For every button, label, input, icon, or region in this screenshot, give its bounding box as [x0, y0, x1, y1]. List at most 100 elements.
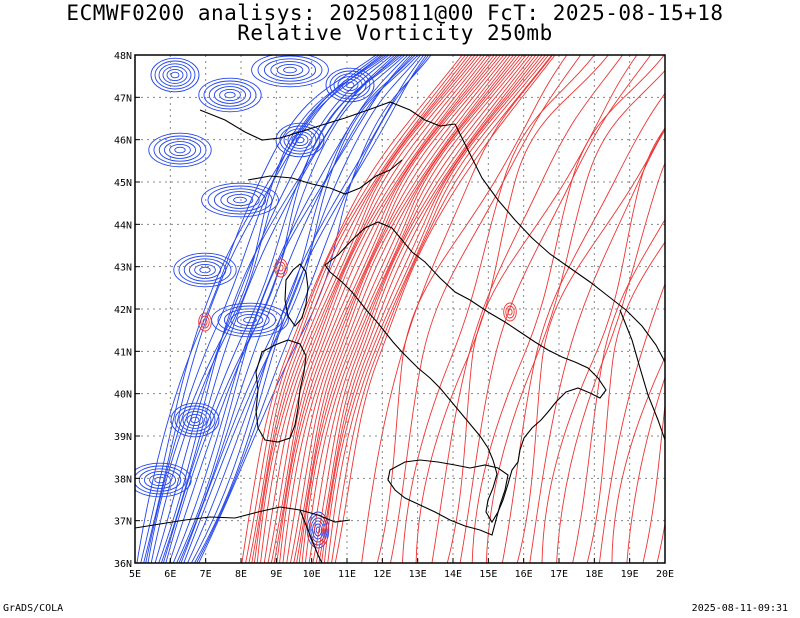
- negative-contour-eddy: [275, 122, 325, 158]
- contour-field: [135, 55, 665, 563]
- corsica-coastline: [284, 263, 309, 327]
- negative-contour-line: [198, 55, 432, 563]
- negative-contour-line: [160, 55, 399, 563]
- negative-contour-eddy: [283, 66, 297, 74]
- positive-contour-line: [586, 241, 665, 563]
- longitude-tick-label: 18E: [585, 569, 603, 580]
- positive-vorticity-contours: [198, 55, 665, 563]
- latitude-tick-label: 38N: [114, 474, 132, 485]
- positive-contour-line: [642, 400, 665, 563]
- latitude-tick-label: 37N: [114, 517, 132, 528]
- positive-contour-line: [611, 356, 665, 563]
- positive-contour-line: [263, 55, 486, 563]
- negative-contour-eddy: [154, 476, 166, 484]
- positive-contour-line: [656, 520, 665, 563]
- positive-contour-line: [501, 92, 665, 563]
- negative-contour-eddy: [226, 193, 254, 207]
- negative-contour-line: [183, 55, 419, 563]
- balkan-coast-south: [619, 309, 665, 441]
- positive-contour-line: [415, 55, 609, 563]
- negative-contour-eddy: [174, 146, 186, 154]
- negative-contour-eddy: [329, 70, 371, 100]
- latitude-tick-label: 42N: [114, 305, 132, 316]
- longitude-tick-label: 9E: [270, 569, 282, 580]
- negative-contour-eddy: [194, 263, 216, 277]
- latitude-tick-label: 45N: [114, 178, 132, 189]
- negative-contour-eddy: [270, 61, 310, 79]
- positive-contour-line: [541, 127, 665, 563]
- negative-contour-eddy: [188, 261, 222, 279]
- positive-contour-line: [459, 55, 652, 563]
- longitude-tick-label: 16E: [515, 569, 533, 580]
- positive-contour-line: [286, 55, 508, 563]
- longitude-tick-label: 5E: [129, 569, 141, 580]
- negative-contour-eddy: [182, 411, 208, 429]
- latitude-tick-label: 39N: [114, 432, 132, 443]
- positive-contour-line: [296, 55, 518, 563]
- coastlines-and-borders: [135, 101, 665, 563]
- longitude-tick-label: 10E: [303, 569, 321, 580]
- negative-contour-low: [310, 517, 326, 543]
- positive-contour-line: [331, 55, 553, 563]
- negative-contour-eddy: [143, 471, 177, 489]
- longitude-tick-label: 8E: [235, 569, 247, 580]
- negative-contour-eddy: [345, 81, 355, 89]
- longitude-tick-label: 19E: [621, 569, 639, 580]
- positive-contour-line: [293, 55, 515, 563]
- negative-contour-eddy: [154, 60, 196, 90]
- negative-contour-eddy: [325, 67, 375, 103]
- sicily-coastline: [387, 459, 509, 536]
- latitude-tick-label: 48N: [114, 51, 132, 62]
- negative-contour-eddy: [213, 188, 267, 212]
- negative-contour-line: [190, 55, 425, 563]
- negative-contour-eddy: [219, 88, 241, 102]
- negative-contour-eddy: [166, 69, 184, 81]
- negative-contour-eddy: [201, 182, 279, 218]
- map-title-line-2: Relative Vorticity 250mb: [237, 21, 553, 45]
- graticule: [135, 55, 665, 563]
- tunisia-coast: [299, 509, 323, 563]
- negative-contour-eddy: [341, 79, 359, 91]
- positive-contour-line: [321, 55, 543, 563]
- adriatic-east-coast: [454, 123, 665, 363]
- negative-contour-eddy: [213, 86, 247, 104]
- negative-contour-eddy: [170, 71, 180, 79]
- negative-contour-line: [136, 55, 378, 563]
- negative-contour-eddy: [153, 135, 207, 165]
- positive-contour-line: [301, 55, 524, 563]
- footer-timestamp: 2025-08-11-09:31: [691, 603, 788, 614]
- positive-contour-line: [529, 128, 665, 563]
- positive-contour-line: [485, 69, 665, 563]
- longitude-tick-label: 7E: [200, 569, 212, 580]
- negative-contour-line: [147, 55, 388, 563]
- negative-contour-eddy: [163, 141, 197, 159]
- negative-contour-low: [312, 520, 324, 540]
- negative-contour-eddy: [208, 83, 252, 107]
- positive-contour-line: [318, 55, 540, 563]
- longitude-tick-label: 11E: [338, 569, 356, 580]
- sardinia-coastline: [255, 339, 307, 443]
- positive-contour-line: [312, 55, 534, 563]
- positive-contour-spot: [278, 264, 284, 272]
- negative-contour-eddy: [236, 313, 264, 327]
- positive-contour-line: [431, 55, 624, 563]
- negative-contour-eddy: [263, 58, 317, 82]
- negative-contour-eddy: [333, 73, 367, 97]
- positive-contour-line: [282, 55, 505, 563]
- negative-contour-eddy: [279, 125, 321, 155]
- negative-contour-eddy: [199, 266, 211, 274]
- positive-contour-line: [273, 55, 495, 563]
- negative-contour-eddy: [233, 196, 247, 204]
- negative-contour-eddy: [149, 473, 171, 487]
- negative-contour-eddy: [170, 402, 220, 438]
- longitude-tick-label: 12E: [373, 569, 391, 580]
- positive-contour-line: [304, 55, 527, 563]
- latitude-tick-label: 36N: [114, 559, 132, 570]
- negative-contour-eddy: [190, 416, 200, 424]
- negative-contour-eddy: [148, 132, 212, 168]
- map-title-line-1: ECMWF0200 analisys: 20250811@00 FcT: 202…: [66, 1, 724, 25]
- negative-contour-eddy: [291, 134, 309, 146]
- negative-contour-eddy: [135, 465, 187, 495]
- positive-contour-line: [471, 55, 665, 563]
- longitude-tick-label: 6E: [164, 569, 176, 580]
